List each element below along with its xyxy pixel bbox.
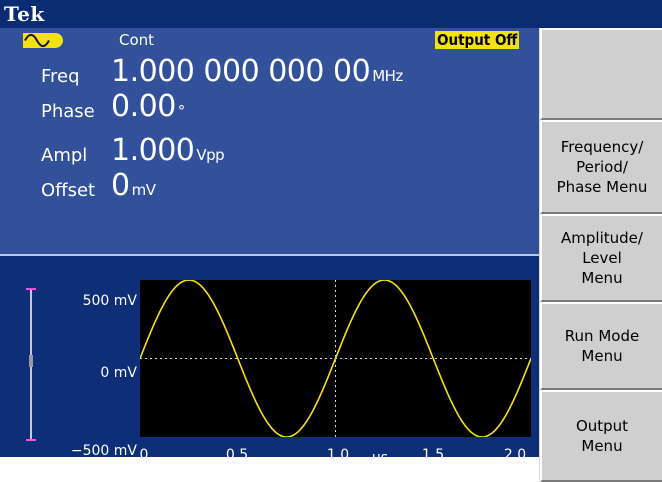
ampl-value: 1.000 xyxy=(111,133,195,168)
x-axis-unit: μs xyxy=(371,450,389,466)
offset-value: 0 xyxy=(111,168,130,203)
amplitude-level-menu-button[interactable]: Amplitude/ Level Menu xyxy=(540,214,662,302)
x-tick-label: 0.5 xyxy=(225,447,249,463)
output-menu-button[interactable]: Output Menu xyxy=(540,390,662,482)
frequency-period-phase-menu-button[interactable]: Frequency/ Period/ Phase Menu xyxy=(540,120,662,214)
offset-unit: mV xyxy=(131,181,156,199)
x-tick-label: 1.0 xyxy=(326,447,350,463)
y-tick-label: 500 mV xyxy=(82,293,137,309)
output-status-badge: Output Off xyxy=(435,31,520,49)
freq-unit: MHz xyxy=(372,67,403,85)
ampl-value-display[interactable]: 1.000 Vpp xyxy=(111,133,225,168)
softkey-label: Output Menu xyxy=(575,417,629,455)
softkey-blank[interactable] xyxy=(540,28,662,120)
x-tick-label: 0 xyxy=(139,447,149,463)
y-tick-label: 0 mV xyxy=(100,365,137,381)
waveform-plot xyxy=(140,280,531,437)
amplitude-scale-bar xyxy=(26,288,36,441)
phase-label: Phase xyxy=(41,101,95,122)
softkey-label: Amplitude/ Level Menu xyxy=(561,229,643,287)
offset-label: Offset xyxy=(41,180,96,201)
x-tick-label: 2.0 xyxy=(503,447,527,463)
section-divider xyxy=(0,254,539,256)
phase-value-display[interactable]: 0.00 ° xyxy=(111,89,185,124)
ampl-unit: Vpp xyxy=(196,146,225,164)
phase-value: 0.00 xyxy=(111,89,176,124)
ampl-label: Ampl xyxy=(41,145,88,166)
y-tick-label: −500 mV xyxy=(70,443,137,459)
phase-unit: ° xyxy=(177,102,186,120)
x-tick-label: 1.5 xyxy=(421,447,445,463)
softkey-label: Run Mode Menu xyxy=(564,327,640,365)
run-mode-indicator: Cont xyxy=(119,31,155,49)
offset-value-display[interactable]: 0 mV xyxy=(111,168,156,203)
freq-label: Freq xyxy=(41,66,80,87)
title-bar: Tek xyxy=(0,0,662,28)
freq-value-display[interactable]: 1.000 000 000 00 MHz xyxy=(111,54,403,89)
run-mode-menu-button[interactable]: Run Mode Menu xyxy=(540,302,662,390)
softkey-label: Frequency/ Period/ Phase Menu xyxy=(556,138,648,196)
brand-logo: Tek xyxy=(4,2,45,26)
freq-value: 1.000 000 000 00 xyxy=(111,54,371,89)
sine-wave-icon xyxy=(23,33,63,48)
